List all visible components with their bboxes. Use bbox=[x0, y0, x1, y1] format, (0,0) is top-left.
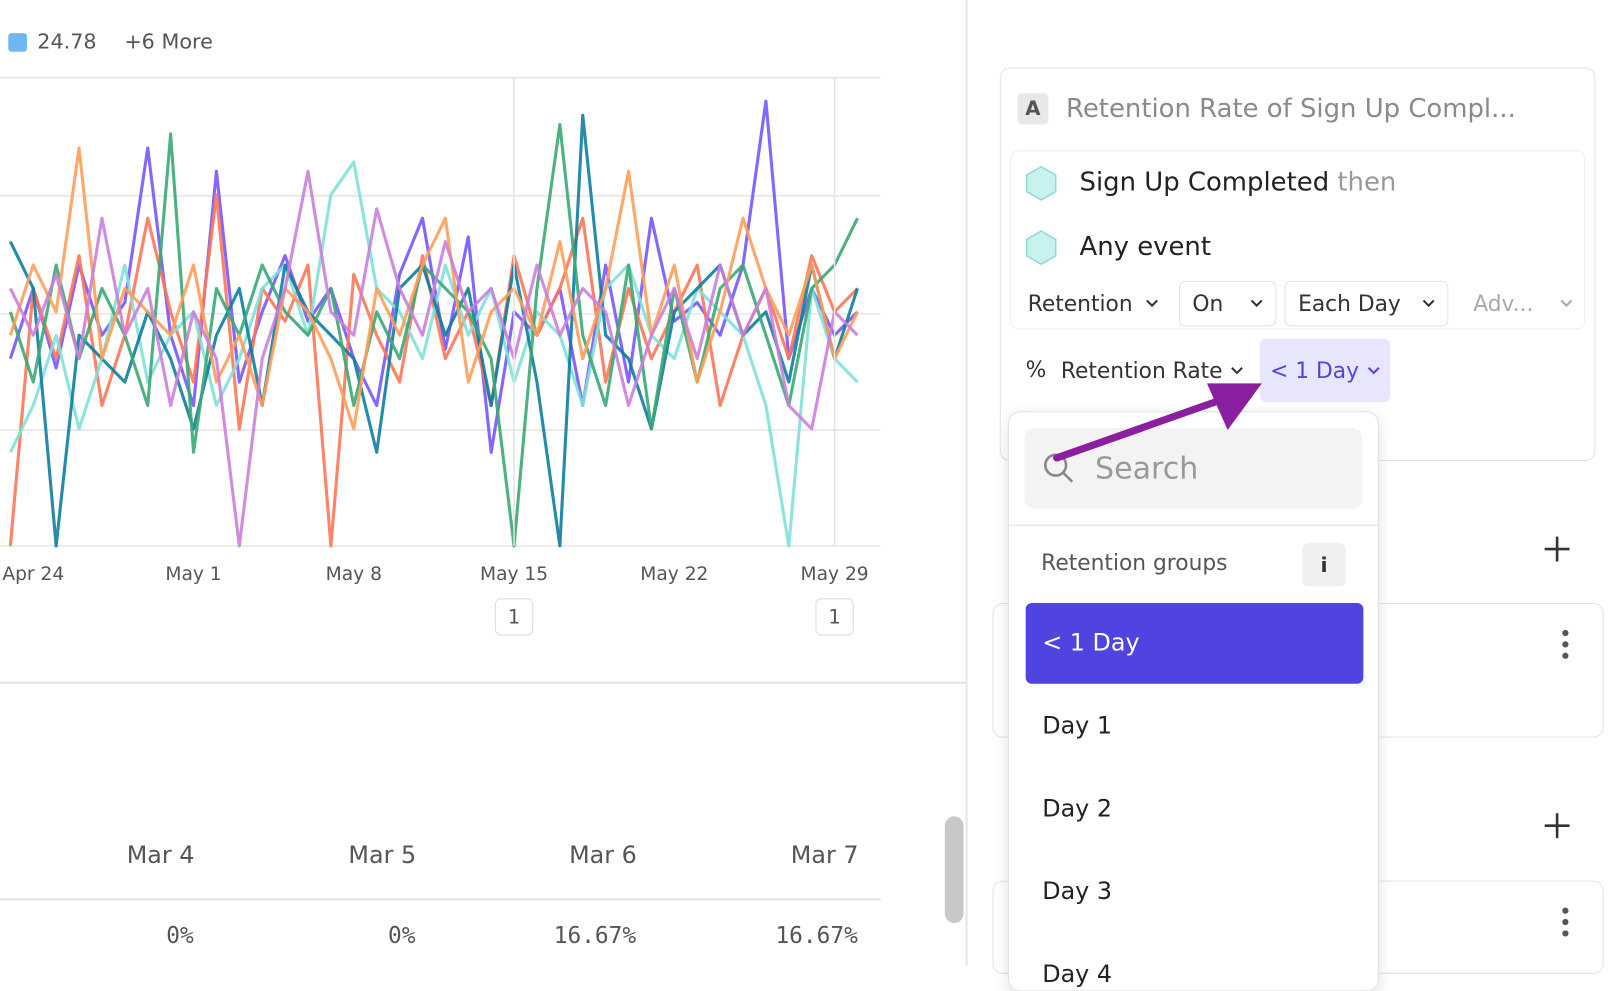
control-select[interactable]: Retention bbox=[1015, 281, 1170, 327]
section-label: Retention groups bbox=[1041, 550, 1228, 575]
control-select[interactable]: On bbox=[1178, 280, 1277, 327]
chevron bbox=[1560, 299, 1573, 308]
divider bbox=[1009, 524, 1378, 526]
connector: then bbox=[1337, 166, 1397, 197]
measure-select[interactable]: Retention Rate bbox=[1048, 348, 1255, 394]
legend-value: 24.78 bbox=[37, 29, 97, 54]
control-label: On bbox=[1192, 291, 1224, 316]
scrollbar[interactable] bbox=[944, 816, 964, 924]
column-header: Mar 4 bbox=[126, 842, 195, 870]
x-tick-label: May 8 bbox=[326, 564, 382, 585]
column-header: Mar 6 bbox=[569, 842, 637, 870]
badge: A bbox=[1017, 93, 1049, 125]
x-tick-label: May 29 bbox=[801, 564, 869, 585]
menu-item[interactable]: Day 1 bbox=[1042, 712, 1113, 740]
chevron bbox=[1422, 299, 1435, 308]
column-header: Mar 5 bbox=[348, 842, 417, 870]
chevron-path bbox=[1560, 299, 1573, 308]
menu-item[interactable]: Day 3 bbox=[1042, 878, 1113, 906]
chevron bbox=[1367, 366, 1380, 374]
event[interactable]: Sign Up Completed then bbox=[1080, 167, 1397, 197]
chevron-path bbox=[1422, 299, 1435, 308]
control-label: Adv... bbox=[1473, 291, 1534, 316]
kebabs[interactable] bbox=[1559, 629, 1571, 941]
cell: 0% bbox=[166, 923, 194, 949]
chevron-path bbox=[1146, 299, 1158, 308]
chevron bbox=[1250, 299, 1263, 308]
search-placeholder: Search bbox=[1095, 450, 1199, 486]
annotation[interactable]: 1 bbox=[508, 606, 521, 629]
event-icon bbox=[1025, 165, 1057, 201]
annotation[interactable]: 1 bbox=[828, 606, 841, 629]
series-line bbox=[8, 169, 859, 548]
event-name[interactable]: Sign Up Completed bbox=[1079, 166, 1330, 197]
add-icons[interactable] bbox=[1542, 534, 1573, 845]
series-line bbox=[8, 122, 859, 548]
annotation-box[interactable] bbox=[815, 598, 854, 636]
search-box[interactable]: Search bbox=[1024, 427, 1363, 509]
menu-item[interactable]: Day 2 bbox=[1042, 795, 1113, 823]
legend-more[interactable]: +6 More bbox=[124, 29, 213, 54]
chevron bbox=[1146, 299, 1158, 308]
annotation-arrow bbox=[1053, 383, 1262, 462]
measure-symbol: % bbox=[1025, 357, 1047, 383]
column-header: Mar 7 bbox=[790, 842, 859, 870]
query-title[interactable]: Retention Rate of Sign Up Compl... bbox=[1066, 93, 1516, 124]
menu-item[interactable]: < 1 Day bbox=[1025, 602, 1364, 684]
group-select[interactable]: < 1 Day bbox=[1259, 338, 1391, 402]
cell: 16.67% bbox=[553, 923, 637, 949]
x-tick-label: May 1 bbox=[165, 564, 221, 585]
divider bbox=[0, 898, 881, 900]
group: < 1 Day bbox=[1270, 357, 1360, 383]
control-label: Each Day bbox=[1298, 291, 1401, 316]
chevron bbox=[1231, 367, 1243, 375]
x-tick-label: Apr 24 bbox=[2, 564, 64, 585]
series-line bbox=[8, 113, 859, 548]
control-select[interactable]: Each Day bbox=[1284, 280, 1449, 327]
chart: Apr 24 May 1 May 8 May 15 1 May 22 May 29 1 bbox=[0, 76, 881, 636]
event-icons bbox=[1025, 165, 1057, 266]
legend-swatch bbox=[8, 33, 27, 52]
plus[interactable] bbox=[1544, 536, 1570, 839]
event-icon bbox=[1025, 230, 1057, 266]
x-tick-label: May 22 bbox=[640, 564, 708, 585]
cell: 16.67% bbox=[775, 923, 858, 949]
menu-item[interactable]: Day 4 bbox=[1042, 961, 1113, 989]
annotation-box[interactable] bbox=[494, 598, 534, 636]
cell: 0% bbox=[387, 923, 416, 949]
measure: Retention Rate bbox=[1060, 358, 1223, 384]
control-label: Retention bbox=[1027, 291, 1133, 316]
info[interactable]: i bbox=[1302, 542, 1346, 587]
dropdown: Search Retention groups i < 1 Day Day 1 Da… bbox=[1008, 411, 1379, 991]
chevron-path bbox=[1250, 299, 1263, 308]
control-select[interactable]: Adv... bbox=[1461, 281, 1585, 327]
x-tick-label: May 15 bbox=[480, 564, 548, 585]
panel-divider bbox=[965, 0, 968, 966]
divider bbox=[0, 681, 966, 684]
event-name[interactable]: Any event bbox=[1079, 231, 1211, 262]
steps-box bbox=[1010, 150, 1586, 330]
